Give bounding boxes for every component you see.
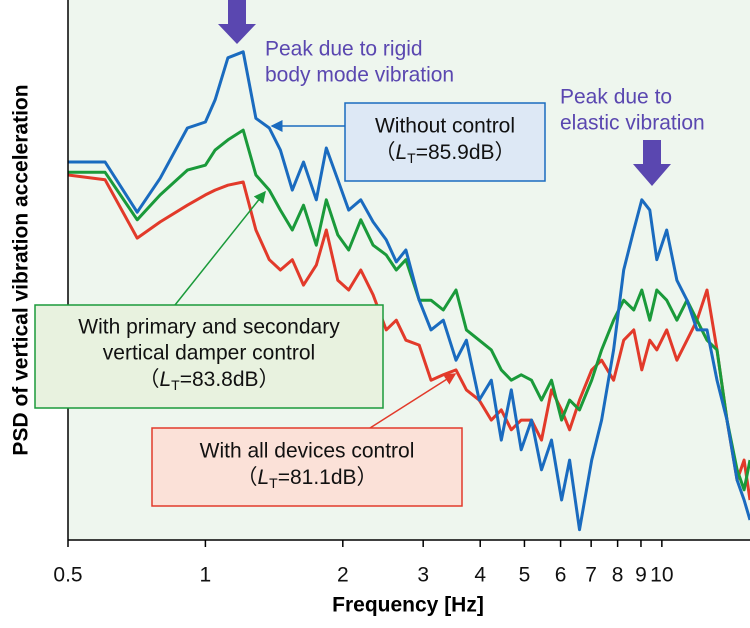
series-line <box>68 128 750 492</box>
x-tick-label: 8 <box>612 564 624 587</box>
label-lt-part: =83.8dB） <box>180 368 280 391</box>
annotation: Peak due to rigid <box>265 38 423 61</box>
annotation: elastic vibration <box>560 112 705 135</box>
y-axis-title: PSD of vertical vibration acceleration <box>10 84 33 455</box>
label-lt-part: T <box>269 475 278 491</box>
x-axis-title: Frequency [Hz] <box>332 594 484 617</box>
annotation: Peak due to <box>560 86 672 109</box>
label-lt-part: L <box>395 141 407 164</box>
label-text: Without control <box>375 115 515 138</box>
label-lt-part: =81.1dB） <box>278 466 378 489</box>
label-lt-part: =85.9dB） <box>416 141 516 164</box>
peak-arrow <box>218 0 256 44</box>
label-lt: （LT=83.8dB） <box>138 368 279 393</box>
x-tick-label: 6 <box>555 564 567 587</box>
label-text: vertical damper control <box>103 342 315 365</box>
label-text: With all devices control <box>200 440 415 463</box>
x-tick-label: 9 <box>635 564 647 587</box>
label-lt-part: （ <box>236 466 257 489</box>
label-lt-part: L <box>257 466 269 489</box>
x-tick-label: 10 <box>650 564 673 587</box>
label-lt-part: （ <box>374 141 395 164</box>
x-tick-label: 2 <box>337 564 349 587</box>
x-tick-label: 4 <box>474 564 486 587</box>
x-tick-label: 7 <box>585 564 597 587</box>
label-box <box>151 427 463 507</box>
annotation: body mode vibration <box>265 64 454 87</box>
label-lt: （LT=85.9dB） <box>374 141 515 166</box>
series-line <box>68 50 750 532</box>
label-text: With primary and secondary <box>78 316 340 339</box>
leader-line <box>174 190 266 306</box>
label-lt-part: L <box>159 368 171 391</box>
label-lt-part: （ <box>138 368 159 391</box>
label-lt-part: T <box>171 377 180 393</box>
x-tick-label: 5 <box>519 564 531 587</box>
label-lt-part: T <box>407 150 416 166</box>
x-tick-label: 1 <box>200 564 212 587</box>
label-lt: （LT=81.1dB） <box>236 466 377 491</box>
peak-arrow <box>633 140 671 186</box>
x-tick-label: 3 <box>417 564 429 587</box>
leader-line <box>369 373 457 429</box>
label-box <box>344 102 546 182</box>
x-tick-label: 0.5 <box>53 564 82 587</box>
series-layer <box>68 50 750 532</box>
label-box <box>34 304 384 409</box>
